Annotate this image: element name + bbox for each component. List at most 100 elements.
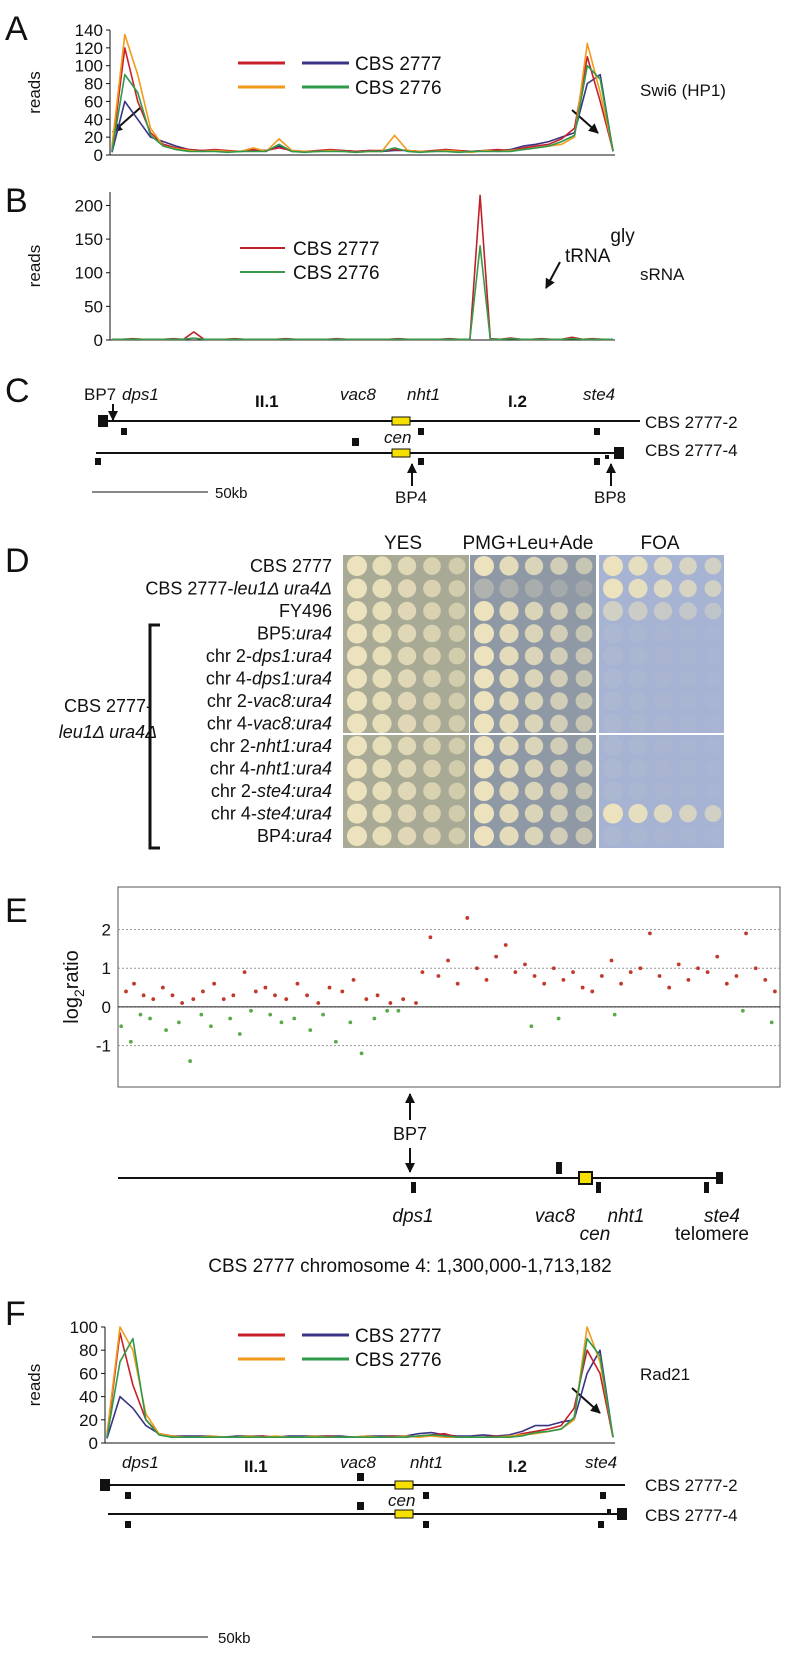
locus [411, 1182, 416, 1193]
strain-label-part: nht1:ura4 [256, 736, 332, 756]
colony-spot [524, 624, 544, 643]
data-point [773, 989, 777, 994]
data-point [199, 1012, 204, 1017]
strain-label: FY496 [279, 601, 332, 621]
colony-spot [423, 624, 441, 643]
data-point [705, 970, 710, 975]
colony-spot [575, 805, 593, 822]
centromere [391, 448, 411, 458]
colony-spot [679, 827, 697, 845]
label: CBS 2777-4 [645, 1506, 738, 1525]
data-point [561, 977, 566, 982]
label: 50kb [215, 485, 248, 502]
colony-spot [524, 759, 544, 778]
colony-spot [653, 804, 673, 823]
colony-spot [679, 804, 697, 823]
data-point [308, 1028, 313, 1033]
y-tick-label: 100 [75, 57, 103, 76]
colony-spot [550, 579, 568, 598]
colony-spot [397, 669, 417, 688]
colony-spot [628, 803, 648, 824]
label: 50kb [218, 1630, 251, 1647]
colony-spot [653, 646, 673, 666]
strain-label-part: BP5: [257, 624, 296, 644]
data-point [628, 970, 633, 975]
colony-spot [372, 578, 392, 599]
colony-spot [550, 759, 568, 778]
colony-spot [347, 713, 367, 734]
label: nht1 [407, 385, 440, 404]
data-point [385, 1008, 390, 1013]
arrow [545, 261, 561, 289]
data-point [176, 1020, 181, 1025]
data-point [295, 981, 300, 986]
colony-spot [550, 737, 568, 755]
data-point [209, 1024, 213, 1029]
colony-spot [704, 625, 722, 642]
colony-spot [550, 782, 568, 800]
colony-spot [397, 646, 417, 666]
group-label: CBS 2777- [64, 696, 152, 716]
data-point [763, 977, 768, 982]
y-tick-label: 80 [79, 1341, 98, 1360]
y-axis-label-part: 2 [71, 989, 87, 997]
colony-spot [603, 691, 623, 711]
colony-spot [704, 670, 722, 687]
y-tick-label: 60 [79, 1364, 98, 1383]
data-point [364, 997, 369, 1002]
legend-label: CBS 2776 [355, 78, 442, 99]
colony-spot [603, 601, 623, 621]
strain-label-part: ste4:ura4 [257, 804, 332, 824]
locus [423, 1492, 429, 1499]
colony-spot [397, 736, 417, 756]
colony-spot [628, 578, 648, 599]
colony-spot [550, 714, 568, 733]
colony-spot [347, 758, 367, 779]
colony-spot [704, 602, 722, 620]
locus [600, 1492, 606, 1499]
caption: CBS 2777 chromosome 4: 1,300,000-1,713,1… [208, 1256, 612, 1277]
data-point [160, 985, 165, 990]
label: nht1 [608, 1206, 645, 1227]
strain-label-part: dps1:ura4 [252, 669, 332, 689]
colony-spot [575, 625, 593, 642]
label: vac8 [340, 385, 376, 404]
colony-spot [397, 781, 417, 801]
colony-spot [653, 556, 673, 576]
colony-spot [653, 759, 673, 778]
annotation: tRNAgly [565, 226, 635, 267]
strain-label-part: ste4:ura4 [257, 781, 332, 801]
colony-spot [524, 781, 544, 801]
data-point [484, 977, 489, 982]
group-label: leu1Δ ura4Δ [59, 722, 158, 742]
colony-spot [575, 647, 593, 665]
centromere [394, 1480, 414, 1490]
track-label: Rad21 [640, 1365, 690, 1384]
colony-spot [628, 668, 648, 689]
diagram-e: BP7 dps1 vac8 cen nht1 ste4 telomere CBS… [118, 1093, 749, 1277]
colony-spot [575, 737, 593, 755]
y-tick-label: 40 [79, 1388, 98, 1407]
colony-spot [423, 557, 441, 575]
colony-spot [575, 715, 593, 732]
colony-spot [524, 601, 544, 621]
colony-spot [628, 646, 648, 666]
colony-spot [397, 804, 417, 823]
label: I.2 [508, 392, 527, 411]
data-point [542, 981, 547, 986]
data-point [372, 1016, 377, 1021]
colony-spot [524, 646, 544, 666]
colony-spot [550, 669, 568, 688]
colony-spot [397, 601, 417, 621]
colony-spot [628, 691, 648, 711]
colony-spot [499, 668, 519, 689]
colony-spot [347, 601, 367, 621]
label: telomere [675, 1224, 749, 1245]
data-point [388, 1001, 393, 1005]
data-point [619, 981, 623, 986]
colony-spot [347, 668, 367, 689]
track-label: sRNA [640, 265, 685, 284]
y-tick-label: 0 [94, 146, 103, 165]
y-axis-label: reads [25, 245, 44, 288]
colony-spot [679, 647, 697, 665]
